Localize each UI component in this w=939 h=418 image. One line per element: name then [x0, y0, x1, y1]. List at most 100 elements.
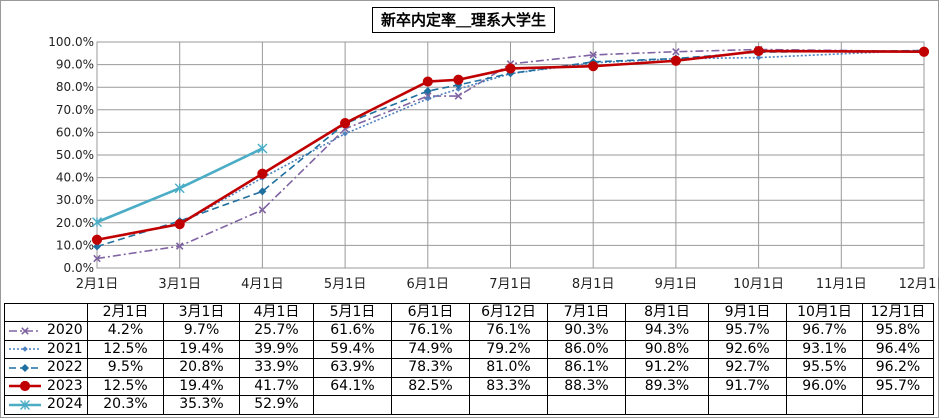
gridlines	[96, 41, 925, 269]
table-cell: 86.1%	[547, 358, 626, 378]
series-2024	[92, 143, 268, 228]
table-cell: 95.8%	[862, 321, 934, 341]
data-point-2024	[92, 217, 102, 228]
y-tick-label: 10.0%	[56, 238, 94, 252]
table-cell: 95.5%	[786, 358, 863, 378]
data-point-2023	[340, 118, 351, 129]
table-column-header: 6月1日	[391, 303, 470, 322]
data-point-2022	[93, 242, 101, 251]
table-column-header: 5月1日	[313, 303, 392, 322]
legend-marker	[21, 326, 29, 335]
table-cell: 52.9%	[239, 395, 314, 415]
data-point-2023	[257, 168, 268, 179]
legend-label: 2024	[47, 396, 83, 412]
x-tick-label: 11月1日	[816, 277, 867, 292]
table-cell: 86.0%	[547, 339, 626, 359]
table-row: 2023 12.5% 19.4% 41.7% 64.1% 82.5% 83.3% 88.3% 8…	[4, 376, 934, 396]
table-cell: 74.9%	[391, 339, 470, 359]
table-column-header: 7月1日	[547, 303, 626, 322]
legend-key-2023	[9, 380, 41, 392]
data-point-2023	[505, 63, 516, 74]
table-cell: 90.8%	[625, 339, 709, 359]
data-point-2022	[258, 187, 267, 196]
table-cell: 96.0%	[786, 376, 863, 396]
data-point-2021	[342, 130, 348, 137]
table-cell	[469, 395, 548, 415]
table-column-header: 10月1日	[786, 303, 863, 322]
y-tick-label: 40.0%	[56, 171, 94, 185]
legend-marker	[19, 380, 31, 392]
table-cell: 81.0%	[469, 358, 548, 378]
x-tick-label: 8月1日	[572, 277, 615, 292]
y-tick-label: 20.0%	[56, 216, 94, 230]
data-point-2021	[425, 95, 431, 102]
table-cell: 25.7%	[239, 321, 314, 341]
table-cell: 9.7%	[163, 321, 240, 341]
table-cell: 39.9%	[239, 339, 314, 359]
table-cell: 88.3%	[547, 376, 626, 396]
legend-label: 2021	[47, 340, 83, 357]
legend-label: 2023	[47, 377, 83, 394]
table-cell: 93.1%	[786, 339, 863, 359]
table-cell: 92.6%	[708, 339, 787, 359]
data-point-2023	[174, 219, 185, 230]
table-column-header: 2月1日	[87, 303, 164, 322]
table-cell: 64.1%	[313, 376, 392, 396]
table-cell: 82.5%	[391, 376, 470, 396]
table-row: 2020 4.2% 9.7% 25.7% 61.6% 76.1% 76.1% 90.3% 94.…	[4, 321, 934, 341]
table-cell: 61.6%	[313, 321, 392, 341]
table-cell: 12.5%	[87, 339, 164, 359]
x-tick-label: 5月1日	[324, 277, 367, 292]
table-cell: 95.7%	[862, 376, 934, 396]
table-row: 2021 12.5% 19.4% 39.9% 59.4% 74.9% 79.2% 86.0% 9…	[4, 339, 934, 359]
x-tick-label: 3月1日	[158, 277, 201, 292]
table-cell: 19.4%	[163, 339, 240, 359]
table-column-header: 3月1日	[163, 303, 240, 322]
legend-key-2022	[9, 363, 41, 372]
y-axis-ticks: 0.0% 10.0% 20.0% 30.0% 40.0% 50.0% 60.0% 70.0% 8…	[48, 35, 94, 275]
series-2023	[91, 45, 930, 245]
y-tick-label: 30.0%	[56, 193, 94, 207]
data-point-2023	[588, 61, 599, 72]
table-cell: 20.8%	[163, 358, 240, 378]
y-tick-label: 0.0%	[64, 261, 95, 275]
table-cell: 41.7%	[239, 376, 314, 396]
legend-entry-2023: 2023	[4, 376, 88, 396]
table-cell: 83.3%	[469, 376, 548, 396]
data-point-2023	[453, 74, 464, 85]
table-cell: 78.3%	[391, 358, 470, 378]
legend-entry-2024: 2024	[4, 395, 88, 415]
data-point-2020	[454, 92, 463, 100]
table-column-header: 9月1日	[708, 303, 787, 322]
table-cell: 95.7%	[708, 321, 787, 341]
table-cell: 96.7%	[786, 321, 863, 341]
data-point-2021	[455, 86, 462, 92]
x-tick-label: 6月1日	[407, 277, 450, 292]
y-tick-label: 70.0%	[56, 103, 94, 117]
data-point-2024	[174, 183, 185, 194]
data-table: 2月1日 3月1日 4月1日 5月1日 6月1日 6月12日 7月1日 8月1日 9月1日 10月…	[4, 303, 934, 415]
legend-marker	[21, 363, 29, 372]
table-column-header: 4月1日	[239, 303, 314, 322]
table-cell: 76.1%	[469, 321, 548, 341]
table-cell: 79.2%	[469, 339, 548, 359]
chart-title: 新卒内定率＿理系大学生	[372, 7, 556, 33]
data-point-2020	[175, 242, 184, 250]
data-point-2024	[257, 143, 268, 154]
x-tick-label: 10月1日	[733, 277, 784, 292]
y-tick-label: 100.0%	[48, 35, 94, 49]
table-cell: 35.3%	[163, 395, 240, 415]
data-point-2020	[589, 51, 597, 59]
table-column-header: 12月1日	[862, 303, 934, 322]
legend-key-2024	[9, 399, 41, 410]
table-cell: 19.4%	[163, 376, 240, 396]
table-cell: 33.9%	[239, 358, 314, 378]
table-header-row: 2月1日 3月1日 4月1日 5月1日 6月1日 6月12日 7月1日 8月1日 9月1日 10月…	[4, 303, 934, 322]
table-cell: 96.2%	[862, 358, 934, 378]
table-cell: 59.4%	[313, 339, 392, 359]
table-cell: 9.5%	[87, 358, 164, 378]
data-point-2023	[753, 45, 764, 57]
table-cell: 4.2%	[87, 321, 164, 341]
x-tick-label: 9月1日	[655, 277, 698, 292]
data-point-2023	[422, 76, 433, 87]
